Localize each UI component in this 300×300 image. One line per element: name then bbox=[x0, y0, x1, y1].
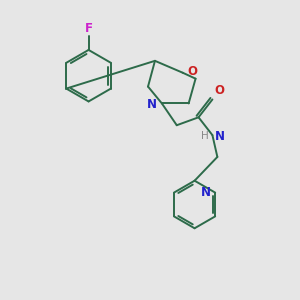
Text: F: F bbox=[85, 22, 93, 35]
Text: O: O bbox=[188, 65, 198, 78]
Text: N: N bbox=[214, 130, 224, 142]
Text: H: H bbox=[201, 131, 208, 141]
Text: O: O bbox=[214, 85, 224, 98]
Text: N: N bbox=[147, 98, 157, 111]
Text: N: N bbox=[201, 186, 211, 199]
